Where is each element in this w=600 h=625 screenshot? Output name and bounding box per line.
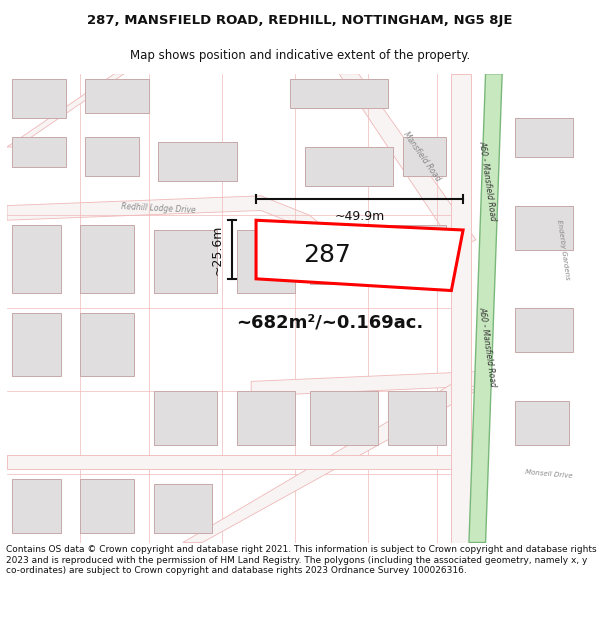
Polygon shape bbox=[310, 225, 378, 284]
Polygon shape bbox=[469, 74, 502, 542]
Polygon shape bbox=[12, 313, 61, 376]
Polygon shape bbox=[12, 138, 65, 166]
Polygon shape bbox=[158, 142, 236, 181]
Polygon shape bbox=[339, 74, 476, 249]
Text: Redhill Lodge Drive: Redhill Lodge Drive bbox=[121, 202, 196, 215]
Polygon shape bbox=[515, 308, 574, 352]
Polygon shape bbox=[154, 230, 217, 294]
Polygon shape bbox=[12, 79, 65, 118]
Text: Map shows position and indicative extent of the property.: Map shows position and indicative extent… bbox=[130, 49, 470, 62]
Polygon shape bbox=[183, 381, 476, 542]
Polygon shape bbox=[305, 147, 393, 186]
Polygon shape bbox=[7, 454, 466, 469]
Polygon shape bbox=[7, 74, 124, 147]
Polygon shape bbox=[256, 220, 463, 291]
Text: ~682m²/~0.169ac.: ~682m²/~0.169ac. bbox=[236, 314, 423, 332]
Polygon shape bbox=[236, 230, 295, 294]
Text: Contains OS data © Crown copyright and database right 2021. This information is : Contains OS data © Crown copyright and d… bbox=[6, 546, 596, 575]
Polygon shape bbox=[290, 79, 388, 108]
Polygon shape bbox=[388, 391, 446, 445]
Polygon shape bbox=[251, 372, 476, 396]
Polygon shape bbox=[515, 118, 574, 157]
Text: Monsell Drive: Monsell Drive bbox=[525, 469, 573, 479]
Text: ~25.6m: ~25.6m bbox=[211, 224, 224, 275]
Text: ~49.9m: ~49.9m bbox=[334, 211, 385, 224]
Polygon shape bbox=[154, 484, 212, 532]
Polygon shape bbox=[80, 225, 134, 294]
Text: 287, MANSFIELD ROAD, REDHILL, NOTTINGHAM, NG5 8JE: 287, MANSFIELD ROAD, REDHILL, NOTTINGHAM… bbox=[87, 14, 513, 27]
Polygon shape bbox=[515, 401, 569, 445]
Polygon shape bbox=[12, 479, 61, 532]
Text: A60 - Mansfield Road: A60 - Mansfield Road bbox=[478, 306, 497, 388]
Text: Mansfield Road: Mansfield Road bbox=[401, 130, 442, 183]
Polygon shape bbox=[154, 391, 217, 445]
Polygon shape bbox=[403, 138, 446, 176]
Polygon shape bbox=[85, 138, 139, 176]
Polygon shape bbox=[7, 196, 339, 254]
Polygon shape bbox=[85, 79, 149, 112]
Polygon shape bbox=[12, 225, 61, 294]
Polygon shape bbox=[388, 225, 446, 284]
Polygon shape bbox=[80, 313, 134, 376]
Polygon shape bbox=[515, 206, 574, 249]
Polygon shape bbox=[80, 479, 134, 532]
Text: Enderby Gardens: Enderby Gardens bbox=[556, 219, 571, 280]
Polygon shape bbox=[451, 74, 471, 542]
Polygon shape bbox=[310, 391, 378, 445]
Text: A60 - Mansfield Road: A60 - Mansfield Road bbox=[478, 141, 497, 222]
Polygon shape bbox=[236, 391, 295, 445]
Text: 287: 287 bbox=[304, 243, 351, 267]
